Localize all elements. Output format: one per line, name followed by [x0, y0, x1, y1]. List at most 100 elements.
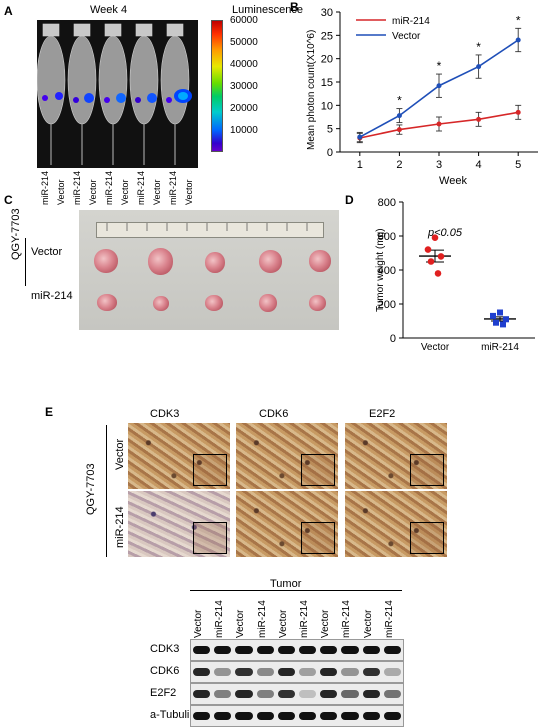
panel-c-cell-line: QGY-7703 — [10, 208, 22, 260]
panel-c-letter: C — [4, 193, 13, 207]
tumor-vector-1 — [94, 249, 118, 273]
blot-band — [214, 668, 232, 676]
ihc-inset — [410, 522, 444, 554]
blot-band — [235, 690, 253, 698]
mouse-label-2: Vector — [56, 179, 66, 205]
chart-b-point — [476, 64, 482, 70]
ihc-row-vector: Vector — [114, 438, 126, 470]
chart-b-point — [515, 109, 521, 115]
ihc-col-e2f2: E2F2 — [369, 408, 396, 420]
chart-b-xtick-label: 2 — [396, 159, 402, 171]
blot-lane-label: miR-214 — [341, 600, 353, 638]
panel-a-title: Week 4 — [90, 4, 128, 16]
ihc-bracket — [106, 425, 107, 557]
chart-d-point-vector — [434, 270, 442, 277]
chart-b-legend-label: miR-214 — [392, 16, 430, 27]
chart-b-ytick-label: 0 — [327, 147, 333, 159]
panel-c-row-vector: Vector — [31, 246, 63, 258]
colorbar-tick-40000: 40000 — [230, 59, 258, 70]
chart-b-xtick-label: 1 — [357, 159, 363, 171]
tumor-mir214-1 — [97, 294, 117, 311]
ihc-mir214-cdk6 — [236, 491, 338, 557]
blot-lane-label: Vector — [193, 609, 204, 638]
mouse-label-9: miR-214 — [168, 170, 178, 205]
mouse-label-7: miR-214 — [136, 170, 146, 205]
chart-b-ytick-label: 25 — [321, 30, 333, 42]
blot-protein-label: CDK3 — [150, 643, 180, 655]
blot-band — [193, 646, 211, 654]
blot-band — [277, 668, 295, 676]
blot-band — [277, 646, 295, 654]
tumor-vector-4 — [259, 250, 282, 273]
tumor-mir214-5 — [309, 295, 326, 311]
ihc-inset — [410, 454, 444, 486]
blot-band — [256, 712, 274, 720]
mouse-label-6: Vector — [120, 179, 130, 205]
chart-d-ytick-label: 0 — [390, 333, 396, 345]
blot-band — [277, 690, 295, 698]
colorbar-tick-10000: 10000 — [230, 125, 258, 136]
tumor-vector-3 — [205, 252, 225, 273]
ihc-mir214-e2f2 — [345, 491, 447, 557]
blot-band — [383, 668, 401, 676]
blot-band — [277, 712, 295, 720]
chart-b-significance-star: * — [516, 13, 521, 27]
chart-d-category-label: Vector — [421, 342, 450, 350]
mouse-label-8: Vector — [152, 179, 162, 205]
blot-band — [299, 668, 317, 676]
chart-b-point — [396, 113, 402, 119]
chart-b-point — [515, 37, 521, 43]
panel-d-letter: D — [345, 193, 354, 207]
tumor-mir214-3 — [205, 295, 223, 311]
blot-band — [320, 712, 338, 720]
blot-band — [214, 712, 232, 720]
ihc-row-mir214: miR-214 — [114, 506, 126, 548]
photon-count-line-chart: Mean photon count(X10^6) Week 0510152025… — [306, 7, 538, 187]
colorbar-tick-20000: 20000 — [230, 103, 258, 114]
blot-band — [299, 712, 317, 720]
blot-lane-label: miR-214 — [214, 600, 226, 638]
chart-d-ytick-label: 800 — [378, 197, 396, 209]
chart-b-ylabel: Mean photon count(X10^6) — [306, 30, 317, 150]
chart-d-ytick-label: 200 — [378, 299, 396, 311]
blot-band — [235, 668, 253, 676]
ihc-col-cdk3: CDK3 — [150, 408, 180, 420]
ihc-inset — [301, 522, 335, 554]
ihc-col-cdk6: CDK6 — [259, 408, 289, 420]
blot-band — [383, 690, 401, 698]
chart-b-significance-star: * — [397, 94, 402, 108]
blot-band — [341, 690, 359, 698]
blot-lane-label: Vector — [277, 609, 289, 638]
blot-lane-label: Vector — [235, 609, 247, 638]
blot-row — [190, 683, 404, 705]
tumor-vector-2 — [148, 248, 173, 275]
chart-b-legend-label: Vector — [392, 31, 421, 42]
chart-b-point — [436, 121, 442, 127]
ihc-vector-cdk3 — [128, 423, 230, 489]
chart-b-significance-star: * — [476, 40, 481, 54]
blot-lane-label: Vector — [362, 609, 374, 638]
blot-band — [256, 668, 274, 676]
chart-b-ytick-label: 10 — [321, 100, 333, 112]
blot-row — [190, 661, 404, 683]
blot-band — [193, 668, 211, 676]
blot-title: Tumor — [270, 578, 302, 590]
blot-row — [190, 705, 404, 727]
chart-d-point-mir214 — [490, 312, 496, 319]
chart-d-ylabel: Tumor weight (mg) — [375, 228, 386, 312]
blot-band — [235, 712, 253, 720]
blot-band — [320, 646, 338, 654]
colorbar-tick-30000: 30000 — [230, 81, 258, 92]
blot-band — [214, 690, 232, 698]
chart-b-ytick-label: 15 — [321, 77, 333, 89]
chart-b-xlabel: Week — [439, 175, 467, 187]
blot-lane-label: miR-214 — [299, 600, 310, 638]
chart-b-point — [396, 127, 402, 133]
luminescence-colorbar — [211, 20, 223, 152]
mouse-label-4: Vector — [88, 179, 98, 205]
blot-band — [214, 646, 232, 654]
ihc-mir214-cdk3 — [128, 491, 230, 557]
colorbar-tick-60000: 60000 — [230, 15, 258, 26]
chart-b-point — [436, 83, 442, 89]
chart-d-category-label: miR-214 — [481, 342, 519, 350]
